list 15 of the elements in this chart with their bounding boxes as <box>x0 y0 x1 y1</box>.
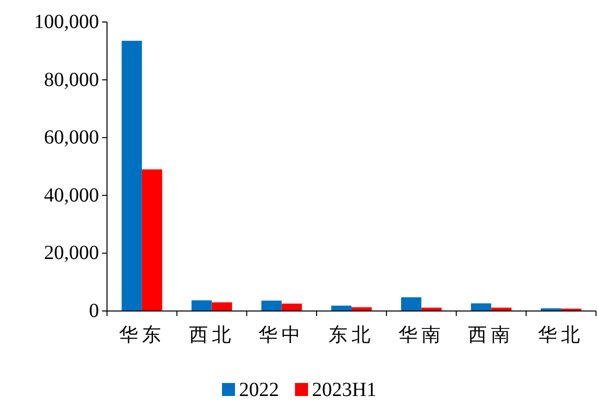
y-tick-label: 80,000 <box>44 68 99 91</box>
legend-label: 2022 <box>239 379 279 401</box>
x-tick-label: 西北 <box>188 325 235 346</box>
legend-label: 2023H1 <box>312 379 376 401</box>
y-tick-label: 0 <box>89 300 99 322</box>
x-tick-label: 西南 <box>468 325 514 346</box>
x-tick-label: 华中 <box>258 325 305 346</box>
x-tick-label: 华南 <box>398 325 444 346</box>
y-tick-label: 20,000 <box>44 242 99 264</box>
y-tick-label: 60,000 <box>44 126 99 149</box>
x-tick-label: 华东 <box>118 325 165 346</box>
y-tick-label: 100,000 <box>34 11 99 33</box>
y-tick-label: 40,000 <box>44 184 99 206</box>
x-tick-label: 华北 <box>538 325 584 346</box>
x-tick-label: 东北 <box>328 325 374 346</box>
